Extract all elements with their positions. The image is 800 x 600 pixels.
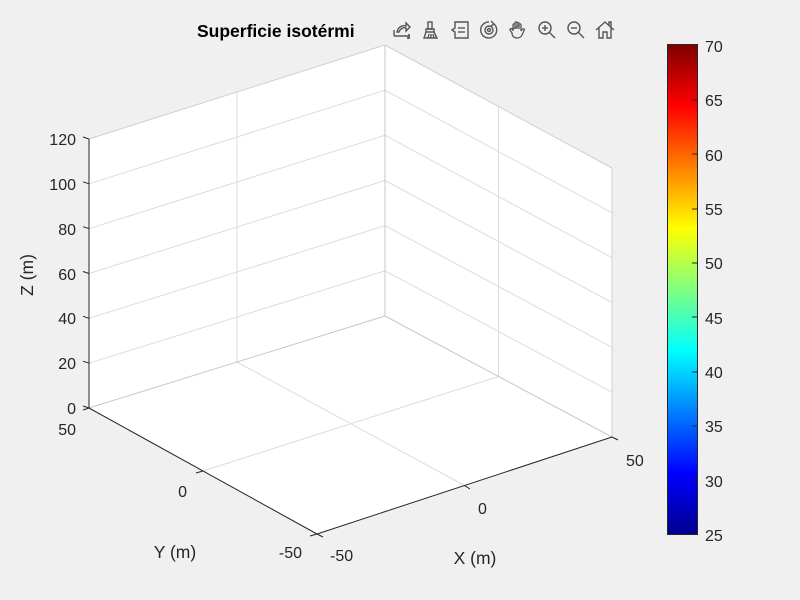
svg-text:60: 60 bbox=[705, 148, 723, 165]
svg-text:-50: -50 bbox=[330, 548, 353, 565]
svg-text:-50: -50 bbox=[279, 545, 302, 562]
home-button[interactable] bbox=[590, 16, 619, 44]
chart-title: Superficie isotérmi bbox=[197, 21, 355, 41]
colorbar[interactable]: 25 30 35 40 45 50 55 60 65 70 bbox=[667, 39, 723, 545]
svg-text:120: 120 bbox=[49, 132, 76, 149]
zoom-out-icon bbox=[566, 21, 584, 39]
svg-text:0: 0 bbox=[67, 401, 76, 418]
svg-text:80: 80 bbox=[58, 222, 76, 239]
svg-text:50: 50 bbox=[705, 256, 723, 273]
x-axis-label: X (m) bbox=[454, 548, 497, 568]
brush-button[interactable] bbox=[416, 16, 445, 44]
pan-button[interactable] bbox=[503, 16, 532, 44]
svg-text:60: 60 bbox=[58, 267, 76, 284]
z-axis-label: Z (m) bbox=[17, 254, 37, 296]
svg-text:45: 45 bbox=[705, 311, 723, 328]
svg-text:70: 70 bbox=[705, 39, 723, 56]
y-tick-labels: 50 0 -50 bbox=[58, 422, 302, 562]
export-icon bbox=[392, 21, 411, 39]
zoom-out-button[interactable] bbox=[561, 16, 590, 44]
colorbar-ticks bbox=[692, 99, 697, 481]
svg-text:65: 65 bbox=[705, 93, 723, 110]
svg-text:20: 20 bbox=[58, 356, 76, 373]
svg-text:50: 50 bbox=[58, 422, 76, 439]
rotate-icon bbox=[479, 20, 497, 39]
svg-text:25: 25 bbox=[705, 528, 723, 545]
svg-text:35: 35 bbox=[705, 419, 723, 436]
svg-text:55: 55 bbox=[705, 202, 723, 219]
grid-lines bbox=[88, 44, 613, 486]
brush-icon bbox=[422, 21, 438, 39]
svg-text:0: 0 bbox=[178, 484, 187, 501]
pan-hand-icon bbox=[508, 21, 525, 39]
axes-3d[interactable]: 0 20 40 60 80 100 120 50 0 -50 -50 0 50 … bbox=[17, 44, 644, 568]
svg-text:40: 40 bbox=[705, 365, 723, 382]
svg-text:30: 30 bbox=[705, 474, 723, 491]
x-tick-labels: -50 0 50 bbox=[330, 453, 644, 565]
y-axis-label: Y (m) bbox=[154, 542, 196, 562]
svg-text:40: 40 bbox=[58, 311, 76, 328]
svg-text:100: 100 bbox=[49, 177, 76, 194]
export-button[interactable] bbox=[387, 16, 416, 44]
home-icon bbox=[595, 21, 614, 39]
rotate-button[interactable] bbox=[474, 16, 503, 44]
svg-text:50: 50 bbox=[626, 453, 644, 470]
colorbar-gradient bbox=[667, 44, 698, 535]
svg-text:0: 0 bbox=[478, 501, 487, 518]
axis-lines bbox=[82, 136, 619, 538]
datatip-icon bbox=[450, 21, 469, 39]
datatip-button[interactable] bbox=[445, 16, 474, 44]
colorbar-tick-labels: 25 30 35 40 45 50 55 60 65 70 bbox=[705, 39, 723, 545]
zoom-in-icon bbox=[537, 21, 555, 39]
zoom-in-button[interactable] bbox=[532, 16, 561, 44]
axes-toolbar bbox=[387, 16, 619, 44]
z-tick-labels: 0 20 40 60 80 100 120 bbox=[49, 132, 76, 418]
